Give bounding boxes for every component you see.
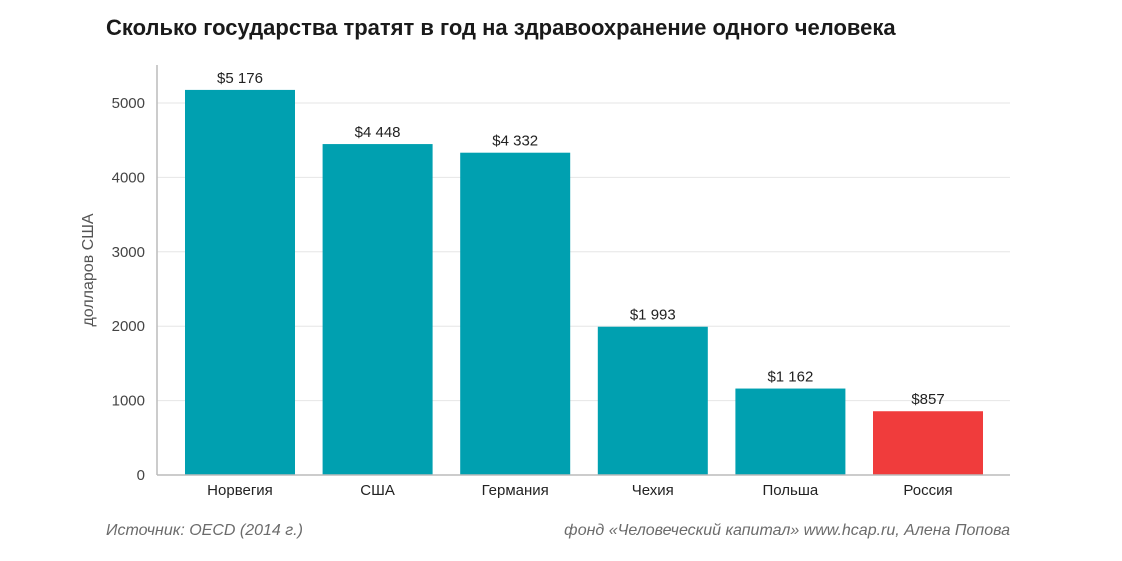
data-label: $4 448 [355, 124, 401, 141]
bars [185, 89, 983, 476]
x-tick-label: Чехия [632, 482, 674, 499]
credit-note: фонд «Человеческий капитал» www.hcap.ru,… [564, 522, 1010, 539]
bar [597, 326, 708, 475]
y-tick-label: 1000 [112, 393, 145, 410]
y-tick-label: 4000 [112, 169, 145, 186]
data-label: $857 [911, 391, 944, 408]
chart-title: Сколько государства тратят в год на здра… [106, 15, 896, 40]
bar [873, 411, 983, 475]
x-tick-label: Польша [763, 482, 819, 499]
bar [460, 152, 571, 475]
data-label: $1 162 [767, 369, 813, 386]
x-tick-label: Россия [903, 482, 952, 499]
y-axis-label: долларов США [80, 213, 97, 326]
bar [322, 144, 433, 476]
x-tick-label: Германия [482, 482, 549, 499]
y-tick-label: 5000 [112, 95, 145, 112]
y-tick-label: 0 [137, 467, 145, 484]
labels: 0 1000 2000 3000 4000 5000 $5 176 Норвегия $4 44… [112, 70, 953, 499]
axes [156, 65, 1010, 476]
bar [735, 388, 846, 475]
data-label: $5 176 [217, 70, 263, 87]
bar [185, 89, 295, 475]
gridlines [157, 102, 1010, 402]
x-tick-label: Норвегия [207, 482, 273, 499]
data-label: $1 993 [630, 307, 676, 324]
data-label: $4 332 [492, 133, 538, 150]
source-note: Источник: OECD (2014 г.) [106, 522, 303, 539]
x-tick-label: США [360, 482, 395, 499]
y-tick-label: 3000 [112, 244, 145, 261]
y-tick-label: 2000 [112, 318, 145, 335]
